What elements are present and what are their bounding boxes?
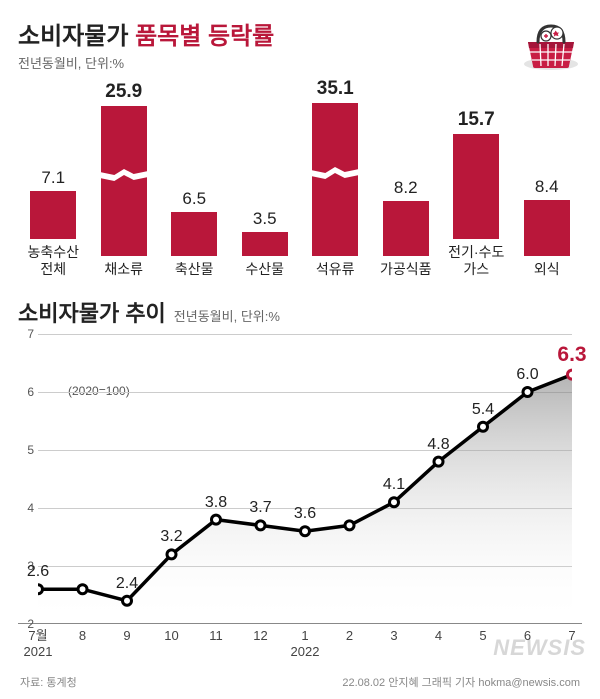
bar-value: 7.1 [41, 168, 65, 188]
bar-label: 외식 [534, 261, 560, 278]
bar-label: 석유류 [316, 261, 355, 278]
point-label: 3.8 [205, 494, 227, 512]
bar-group: 6.5 축산물 [159, 78, 230, 278]
bar-value: 8.2 [394, 178, 418, 198]
bar [524, 200, 570, 256]
bar [383, 201, 429, 256]
point-label: 3.2 [160, 528, 182, 546]
y-tick: 4 [18, 501, 34, 515]
title-prefix: 소비자물가 [18, 23, 135, 50]
bar-group: 15.7 전기·수도 가스 [441, 78, 512, 278]
y-tick: 5 [18, 443, 34, 457]
bar-value: 6.5 [182, 189, 206, 209]
top-header: 소비자물가 품목별 등락률 전년동월비, 단위:% [18, 16, 582, 72]
y-tick: 7 [18, 327, 34, 341]
point-label: 2.4 [116, 575, 138, 593]
point-label: 6.0 [516, 366, 538, 384]
bar-label: 축산물 [175, 261, 214, 278]
bar-value: 3.5 [253, 209, 277, 229]
x-tick: 4 [435, 628, 442, 644]
bar-group: 8.2 가공식품 [371, 78, 442, 278]
bar-break-icon [306, 167, 364, 181]
x-tick: 12 [253, 628, 267, 644]
top-title: 소비자물가 품목별 등락률 [18, 16, 274, 51]
source-label: 자료: [20, 677, 43, 689]
footer: 자료: 통계청 22.08.02 안지혜 그래픽 기자 hokma@newsis… [18, 674, 582, 690]
line-chart: (2020=100) 2345672.62.43.23.83.73.64.14.… [18, 334, 582, 624]
bar-group: 7.1 농축수산 전체 [18, 78, 89, 278]
bar-label: 농축수산 전체 [27, 244, 79, 278]
basket-icon [520, 20, 582, 72]
bar-label: 채소류 [104, 261, 143, 278]
source-value: 통계청 [46, 677, 76, 689]
bar-value: 8.4 [535, 177, 559, 197]
point-label: 3.7 [249, 499, 271, 517]
x-tick: 7월 2021 [24, 628, 53, 659]
line-subtitle: 전년동월비, 단위:% [174, 306, 280, 325]
bar-label: 전기·수도 가스 [448, 244, 504, 278]
point-label: 3.6 [294, 505, 316, 523]
title-block: 소비자물가 품목별 등락률 전년동월비, 단위:% [18, 16, 274, 72]
point-label: 5.4 [472, 401, 494, 419]
x-tick: 11 [209, 628, 223, 644]
point-label: 4.1 [383, 476, 405, 494]
x-tick: 8 [79, 628, 86, 644]
bar-group: 35.1 석유류 [300, 78, 371, 278]
point-label: 2.6 [27, 563, 49, 581]
x-tick: 9 [123, 628, 130, 644]
bar [30, 191, 76, 239]
source: 자료: 통계청 [20, 674, 77, 690]
line-header: 소비자물가 추이 전년동월비, 단위:% [18, 296, 582, 328]
point-label: 6.3 [557, 343, 586, 367]
title-accent: 품목별 등락률 [135, 23, 274, 50]
x-tick: 3 [390, 628, 397, 644]
x-axis-labels: 7월 2021891011121 2022234567 [38, 624, 572, 664]
bar [101, 106, 147, 256]
bar-value: 25.9 [105, 81, 142, 103]
bar-value: 35.1 [317, 78, 354, 100]
x-tick: 10 [164, 628, 178, 644]
bar-label: 수산물 [245, 261, 284, 278]
bar-group: 3.5 수산물 [230, 78, 301, 278]
line-title: 소비자물가 추이 [18, 296, 166, 328]
point-label: 4.8 [427, 436, 449, 454]
bar-value: 15.7 [458, 109, 495, 131]
bar-break-icon [95, 169, 153, 183]
bar-label: 가공식품 [380, 261, 432, 278]
bar [453, 134, 499, 239]
bar [312, 103, 358, 256]
bar [242, 232, 288, 256]
bar [171, 212, 217, 256]
bar-group: 8.4 외식 [512, 78, 583, 278]
top-subtitle: 전년동월비, 단위:% [18, 53, 274, 72]
x-tick: 1 2022 [291, 628, 320, 659]
y-tick: 6 [18, 385, 34, 399]
credit: 22.08.02 안지혜 그래픽 기자 hokma@newsis.com [342, 674, 580, 690]
bar-group: 25.9 채소류 [89, 78, 160, 278]
watermark: NEWSIS [493, 635, 586, 661]
x-tick: 5 [479, 628, 486, 644]
x-tick: 2 [346, 628, 353, 644]
bar-chart: 7.1 농축수산 전체 25.9 채소류 6.5 축산물 3.5 수산물 35.1 석유류 8.2 가… [18, 78, 582, 278]
